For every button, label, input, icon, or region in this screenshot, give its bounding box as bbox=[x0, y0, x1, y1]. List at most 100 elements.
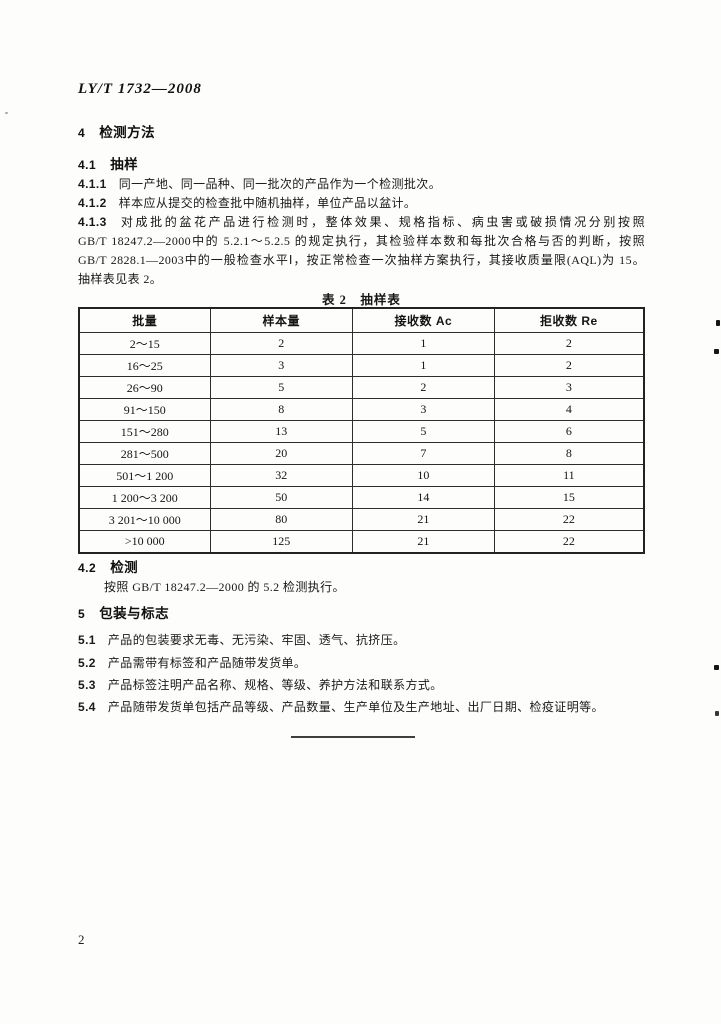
table-cell: 281～500 bbox=[78, 442, 211, 465]
table-cell: 2 bbox=[351, 376, 495, 399]
section-end-rule bbox=[291, 736, 415, 738]
table-cell: 16～25 bbox=[78, 354, 211, 377]
table-cell: 501～1 200 bbox=[78, 464, 211, 487]
table-cell: 8 bbox=[209, 398, 353, 421]
clause-line: GB/T 18247.2—2000中的 5.2.1～5.2.5 的规定执行，其检… bbox=[78, 234, 645, 248]
table-cell: 7 bbox=[351, 442, 495, 465]
table-cell: 4 bbox=[493, 398, 645, 421]
clause-4-2-body: 按照 GB/T 18247.2—2000 的 5.2 检测执行。 bbox=[104, 580, 345, 594]
clause-text: 产品的包装要求无毒、无污染、牢固、透气、抗挤压。 bbox=[107, 633, 406, 647]
table-cell: 2 bbox=[493, 354, 645, 377]
table-row: 501～1 200 32 10 11 bbox=[78, 464, 645, 487]
table-cell: 21 bbox=[351, 508, 495, 531]
clause-line: GB/T 2828.1—2003中的一般检查水平Ⅰ，按正常检查一次抽样方案执行，… bbox=[78, 253, 645, 267]
table-cell: 26～90 bbox=[78, 376, 211, 399]
table-header-cell: 样本量 bbox=[209, 307, 353, 333]
clause-4-1-2: 4.1.2 样本应从提交的检查批中随机抽样，单位产品以盆计。 bbox=[78, 194, 645, 213]
section-5-heading: 5 包装与标志 bbox=[78, 602, 645, 622]
table-row: 91～150 8 3 4 bbox=[78, 398, 645, 421]
clause-text: 同一产地、同一品种、同一批次的产品作为一个检测批次。 bbox=[118, 177, 442, 191]
scan-mark bbox=[715, 711, 719, 716]
section-4-heading: 4 检测方法 bbox=[78, 121, 645, 141]
table-cell: 1 200～3 200 bbox=[78, 486, 211, 509]
clause-number: 4.1.3 bbox=[78, 215, 107, 229]
table-cell: 5 bbox=[209, 376, 353, 399]
table-cell: 14 bbox=[351, 486, 495, 509]
table-cell: 5 bbox=[351, 420, 495, 443]
section-number: 4 bbox=[78, 126, 86, 140]
table-cell: 1 bbox=[351, 332, 495, 355]
scan-mark bbox=[5, 112, 8, 114]
scan-mark bbox=[714, 349, 719, 354]
table-row: 1 200～3 200 50 14 15 bbox=[78, 486, 645, 509]
table-cell: 80 bbox=[209, 508, 353, 531]
table-row: 3 201～10 000 80 21 22 bbox=[78, 508, 645, 531]
clause-text: 产品需带有标签和产品随带发货单。 bbox=[107, 656, 307, 670]
clause-5-1: 5.1 产品的包装要求无毒、无污染、牢固、透气、抗挤压。 bbox=[78, 631, 645, 650]
table-title: 表 2 抽样表 bbox=[322, 293, 401, 307]
standard-number: LY/T 1732—2008 bbox=[78, 81, 202, 97]
clause-number: 5.4 bbox=[78, 700, 96, 714]
clause-5-3: 5.3 产品标签注明产品名称、规格、等级、养护方法和联系方式。 bbox=[78, 676, 645, 695]
clause-text: 对成批的盆花产品进行检测时，整体效果、规格指标、病虫害或破损情况分别按照 bbox=[118, 215, 645, 229]
section-title: 检测方法 bbox=[99, 125, 156, 140]
clause-text: 产品随带发货单包括产品等级、产品数量、生产单位及生产地址、出厂日期、检疫证明等。 bbox=[107, 700, 604, 714]
section-number: 4.2 bbox=[78, 561, 97, 575]
section-number: 4.1 bbox=[78, 158, 97, 172]
clause-line: 4.1.3 对成批的盆花产品进行检测时，整体效果、规格指标、病虫害或破损情况分别按… bbox=[78, 213, 645, 232]
table-row: 2～15 2 1 2 bbox=[78, 332, 645, 355]
clause-number: 5.1 bbox=[78, 633, 96, 647]
table-row: >10 000 125 21 22 bbox=[78, 530, 645, 554]
table-cell: 1 bbox=[351, 354, 495, 377]
table-header-cell: 拒收数 Re bbox=[493, 307, 645, 333]
section-title: 包装与标志 bbox=[99, 606, 170, 621]
table-header-row: 批量 样本量 接收数 Ac 拒收数 Re bbox=[78, 307, 645, 333]
table-row: 26～90 5 2 3 bbox=[78, 376, 645, 399]
scan-mark bbox=[716, 320, 720, 326]
clause-5-4: 5.4 产品随带发货单包括产品等级、产品数量、生产单位及生产地址、出厂日期、检疫证… bbox=[78, 698, 645, 717]
clause-number: 4.1.1 bbox=[78, 177, 107, 191]
table-cell: >10 000 bbox=[78, 530, 211, 554]
table-cell: 151～280 bbox=[78, 420, 211, 443]
table-cell: 13 bbox=[209, 420, 353, 443]
table-cell: 20 bbox=[209, 442, 353, 465]
table-header-cell: 批量 bbox=[78, 307, 211, 333]
scan-mark bbox=[714, 665, 719, 670]
section-title: 检测 bbox=[110, 560, 139, 575]
table-cell: 3 bbox=[351, 398, 495, 421]
table-cell: 15 bbox=[493, 486, 645, 509]
clause-number: 5.3 bbox=[78, 678, 96, 692]
table-cell: 3 201～10 000 bbox=[78, 508, 211, 531]
table-cell: 125 bbox=[209, 530, 353, 554]
table-cell: 22 bbox=[493, 508, 645, 531]
clause-text: 产品标签注明产品名称、规格、等级、养护方法和联系方式。 bbox=[107, 678, 443, 692]
table-cell: 3 bbox=[493, 376, 645, 399]
table-cell: 8 bbox=[493, 442, 645, 465]
table-cell: 10 bbox=[351, 464, 495, 487]
table-row: 281～500 20 7 8 bbox=[78, 442, 645, 465]
page-number: 2 bbox=[78, 932, 85, 947]
clause-line: 抽样表见表 2。 bbox=[78, 272, 163, 286]
table-cell: 3 bbox=[209, 354, 353, 377]
clause-number: 4.1.2 bbox=[78, 196, 107, 210]
table-cell: 6 bbox=[493, 420, 645, 443]
table-cell: 91～150 bbox=[78, 398, 211, 421]
section-number: 5 bbox=[78, 607, 86, 621]
clause-4-1-3: 4.1.3 对成批的盆花产品进行检测时，整体效果、规格指标、病虫害或破损情况分别按… bbox=[78, 213, 645, 289]
table-cell: 2 bbox=[493, 332, 645, 355]
section-4-2-heading: 4.2 检测 bbox=[78, 556, 645, 576]
table-header-cell: 接收数 Ac bbox=[351, 307, 495, 333]
clause-4-1-1: 4.1.1 同一产地、同一品种、同一批次的产品作为一个检测批次。 bbox=[78, 175, 645, 194]
clause-5-2: 5.2 产品需带有标签和产品随带发货单。 bbox=[78, 654, 645, 673]
table-cell: 2 bbox=[209, 332, 353, 355]
table-cell: 22 bbox=[493, 530, 645, 554]
table-cell: 50 bbox=[209, 486, 353, 509]
table-cell: 11 bbox=[493, 464, 645, 487]
section-4-1-heading: 4.1 抽样 bbox=[78, 153, 645, 173]
table-cell: 2～15 bbox=[78, 332, 211, 355]
section-title: 抽样 bbox=[110, 157, 139, 172]
clause-text: 样本应从提交的检查批中随机抽样，单位产品以盆计。 bbox=[118, 196, 417, 210]
table-row: 151～280 13 5 6 bbox=[78, 420, 645, 443]
sampling-table: 批量 样本量 接收数 Ac 拒收数 Re 2～15 2 1 2 16～25 3 1 2 26～9… bbox=[78, 307, 645, 554]
